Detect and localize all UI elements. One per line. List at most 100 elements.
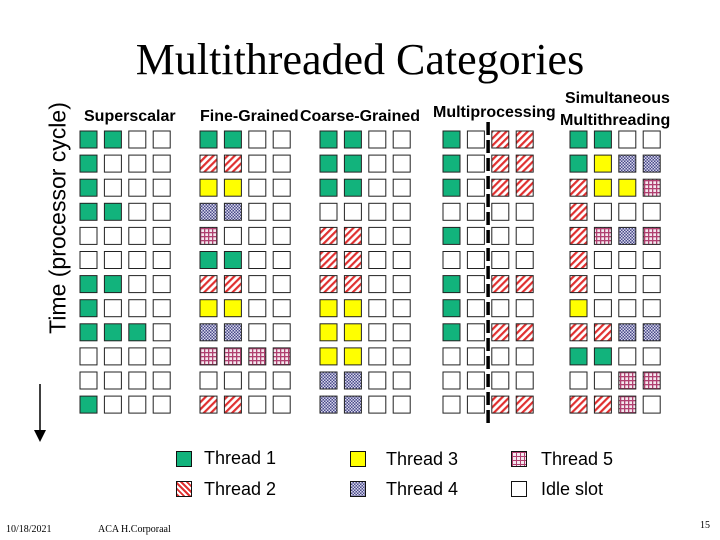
slot-fine-grained-thread-1 — [199, 251, 218, 269]
slot-superscalar-idle — [128, 154, 147, 173]
slot-multiprocessing-idle — [442, 251, 461, 269]
slot-smt-thread-1 — [569, 347, 588, 366]
slot-coarse-grained-idle — [368, 323, 387, 342]
slot-multiprocessing-idle — [442, 395, 461, 414]
slot-fine-grained-idle — [248, 251, 267, 269]
col-label-fine-grained: Fine-Grained — [200, 108, 299, 125]
legend-label-idle: Idle slot — [541, 479, 604, 499]
slot-smt-idle — [642, 395, 661, 414]
slot-multiprocessing-thread-2 — [515, 154, 534, 173]
slot-superscalar-thread-1 — [103, 202, 122, 221]
slot-coarse-grained-thread-1 — [343, 154, 362, 173]
slot-multiprocessing-idle — [466, 323, 485, 342]
slot-superscalar-idle — [103, 299, 122, 318]
slot-coarse-grained-idle — [392, 347, 411, 366]
legend-label-thread5: Thread 5 — [541, 449, 614, 469]
slot-smt-thread-5 — [593, 226, 612, 245]
slot-coarse-grained-idle — [368, 202, 387, 221]
slot-smt-thread-5 — [642, 226, 661, 245]
slot-fine-grained-idle — [248, 202, 267, 221]
slot-fine-grained-idle — [272, 371, 291, 390]
slot-smt-idle — [642, 299, 661, 318]
slot-coarse-grained-thread-1 — [319, 130, 338, 149]
slot-superscalar-idle — [128, 251, 147, 269]
slot-superscalar-idle — [79, 226, 98, 245]
slot-superscalar-idle — [152, 154, 171, 173]
slot-smt-thread-3 — [593, 154, 612, 173]
slot-smt-thread-2 — [593, 323, 612, 342]
slot-multiprocessing-idle — [466, 130, 485, 149]
slot-smt-thread-2 — [569, 226, 588, 245]
slot-superscalar-idle — [103, 251, 122, 269]
slot-superscalar-idle — [128, 299, 147, 318]
slot-multiprocessing-idle — [466, 251, 485, 269]
slot-multiprocessing-idle — [491, 299, 510, 318]
footer-date: 10/18/2021 — [6, 524, 52, 535]
slot-coarse-grained-idle — [368, 178, 387, 197]
col-label-smt-line2: Multithreading — [560, 112, 671, 129]
slot-smt-idle — [618, 275, 637, 294]
slot-superscalar-idle — [152, 323, 171, 342]
slot-superscalar-idle — [79, 347, 98, 366]
slot-coarse-grained-thread-1 — [319, 154, 338, 173]
slot-coarse-grained-idle — [392, 202, 411, 221]
slot-superscalar-idle — [152, 202, 171, 221]
slot-multiprocessing-thread-2 — [515, 178, 534, 197]
slot-smt-thread-3 — [569, 299, 588, 318]
slot-superscalar-idle — [152, 251, 171, 269]
slot-smt-idle — [593, 299, 612, 318]
slot-superscalar-thread-1 — [128, 323, 147, 342]
slot-superscalar-idle — [152, 371, 171, 390]
slot-coarse-grained-thread-2 — [319, 251, 338, 269]
footer-page-number: 15 — [700, 520, 710, 531]
slot-fine-grained-thread-1 — [223, 130, 242, 149]
legend-swatch-thread1 — [176, 451, 192, 467]
slot-multiprocessing-idle — [491, 347, 510, 366]
slot-coarse-grained-idle — [392, 371, 411, 390]
slot-smt-idle — [593, 275, 612, 294]
slot-fine-grained-idle — [223, 226, 242, 245]
slot-smt-idle — [642, 347, 661, 366]
slot-multiprocessing-thread-1 — [442, 130, 461, 149]
col-label-multiprocessing: Multiprocessing — [433, 104, 556, 121]
slot-coarse-grained-idle — [392, 299, 411, 318]
slot-multiprocessing-thread-1 — [442, 178, 461, 197]
slot-fine-grained-idle — [248, 299, 267, 318]
slot-superscalar-thread-1 — [103, 130, 122, 149]
slot-fine-grained-thread-2 — [223, 275, 242, 294]
slot-multiprocessing-idle — [466, 275, 485, 294]
slot-coarse-grained-idle — [392, 323, 411, 342]
slot-smt-idle — [593, 202, 612, 221]
slot-fine-grained-thread-2 — [199, 154, 218, 173]
slot-fine-grained-thread-5 — [223, 347, 242, 366]
slot-fine-grained-idle — [272, 299, 291, 318]
slot-coarse-grained-idle — [392, 130, 411, 149]
slot-smt-idle — [642, 275, 661, 294]
slot-smt-idle — [569, 371, 588, 390]
slot-superscalar-thread-1 — [79, 275, 98, 294]
slot-superscalar-idle — [103, 154, 122, 173]
slot-multiprocessing-idle — [442, 347, 461, 366]
slot-multiprocessing-thread-2 — [491, 178, 510, 197]
slot-coarse-grained-thread-4 — [319, 395, 338, 414]
slot-coarse-grained-thread-1 — [319, 178, 338, 197]
slot-fine-grained-idle — [248, 226, 267, 245]
slot-fine-grained-thread-4 — [199, 323, 218, 342]
slot-smt-thread-4 — [618, 154, 637, 173]
slot-smt-thread-5 — [642, 178, 661, 197]
slot-multiprocessing-idle — [515, 226, 534, 245]
slot-superscalar-thread-1 — [79, 202, 98, 221]
slot-coarse-grained-idle — [368, 130, 387, 149]
slot-multiprocessing-idle — [466, 154, 485, 173]
slot-smt-thread-2 — [569, 275, 588, 294]
slot-coarse-grained-idle — [368, 226, 387, 245]
slot-fine-grained-idle — [272, 178, 291, 197]
slot-superscalar-thread-1 — [79, 154, 98, 173]
slot-fine-grained-idle — [272, 226, 291, 245]
footer-author: ACA H.Corporaal — [98, 524, 171, 535]
slot-fine-grained-thread-3 — [199, 299, 218, 318]
slot-superscalar-idle — [79, 371, 98, 390]
slot-multiprocessing-idle — [515, 371, 534, 390]
slot-coarse-grained-idle — [392, 226, 411, 245]
